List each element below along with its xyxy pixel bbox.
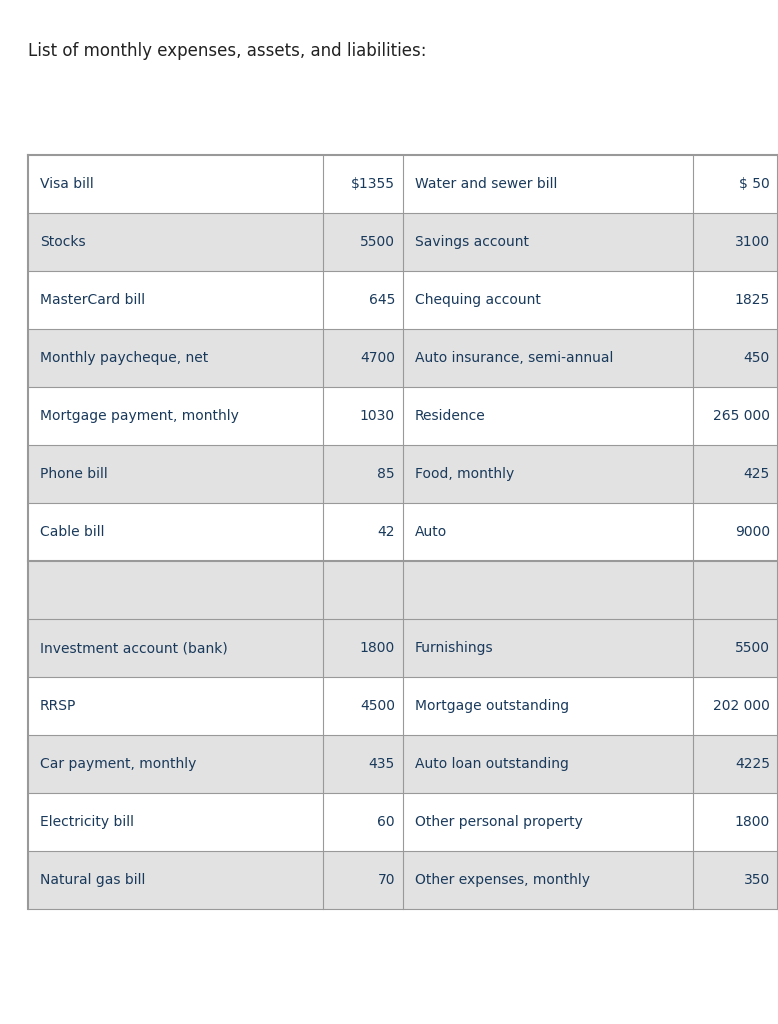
Text: $ 50: $ 50 — [739, 177, 770, 191]
Text: Auto insurance, semi-annual: Auto insurance, semi-annual — [415, 351, 613, 365]
Text: Phone bill: Phone bill — [40, 467, 107, 481]
Text: 265 000: 265 000 — [713, 409, 770, 423]
Text: 5500: 5500 — [735, 641, 770, 655]
Text: 3100: 3100 — [735, 234, 770, 249]
Bar — [28, 851, 778, 909]
Text: 645: 645 — [369, 293, 395, 307]
Bar — [28, 271, 778, 329]
Text: Savings account: Savings account — [415, 234, 529, 249]
Text: Other personal property: Other personal property — [415, 815, 583, 829]
Text: 1825: 1825 — [734, 293, 770, 307]
Text: Cable bill: Cable bill — [40, 525, 104, 539]
Text: Furnishings: Furnishings — [415, 641, 493, 655]
Text: 4700: 4700 — [360, 351, 395, 365]
Text: $1355: $1355 — [351, 177, 395, 191]
Text: Investment account (bank): Investment account (bank) — [40, 641, 228, 655]
Text: 425: 425 — [744, 467, 770, 481]
Text: Mortgage outstanding: Mortgage outstanding — [415, 699, 569, 713]
Text: 1800: 1800 — [734, 815, 770, 829]
Text: 435: 435 — [369, 757, 395, 771]
Text: 1030: 1030 — [360, 409, 395, 423]
Text: 42: 42 — [377, 525, 395, 539]
Text: Food, monthly: Food, monthly — [415, 467, 514, 481]
Text: Residence: Residence — [415, 409, 485, 423]
Bar — [28, 387, 778, 445]
Text: RRSP: RRSP — [40, 699, 76, 713]
Bar — [28, 329, 778, 387]
Bar — [28, 213, 778, 271]
Bar — [28, 503, 778, 561]
Bar — [28, 677, 778, 735]
Text: Auto loan outstanding: Auto loan outstanding — [415, 757, 569, 771]
Text: 202 000: 202 000 — [713, 699, 770, 713]
Text: 85: 85 — [377, 467, 395, 481]
Text: Monthly paycheque, net: Monthly paycheque, net — [40, 351, 209, 365]
Bar — [28, 618, 778, 677]
Text: Water and sewer bill: Water and sewer bill — [415, 177, 557, 191]
Bar — [28, 561, 778, 618]
Text: Mortgage payment, monthly: Mortgage payment, monthly — [40, 409, 239, 423]
Bar — [28, 445, 778, 503]
Text: 350: 350 — [744, 873, 770, 887]
Text: 60: 60 — [377, 815, 395, 829]
Text: Electricity bill: Electricity bill — [40, 815, 134, 829]
Text: 4500: 4500 — [360, 699, 395, 713]
Text: 9000: 9000 — [735, 525, 770, 539]
Text: Car payment, monthly: Car payment, monthly — [40, 757, 196, 771]
Text: 450: 450 — [744, 351, 770, 365]
Bar — [28, 735, 778, 793]
Text: Stocks: Stocks — [40, 234, 86, 249]
Text: 70: 70 — [377, 873, 395, 887]
Text: 1800: 1800 — [359, 641, 395, 655]
Text: Visa bill: Visa bill — [40, 177, 94, 191]
Bar — [28, 793, 778, 851]
Text: Auto: Auto — [415, 525, 447, 539]
Text: 5500: 5500 — [360, 234, 395, 249]
Bar — [28, 155, 778, 213]
Text: 4225: 4225 — [735, 757, 770, 771]
Text: List of monthly expenses, assets, and liabilities:: List of monthly expenses, assets, and li… — [28, 42, 426, 60]
Text: Chequing account: Chequing account — [415, 293, 541, 307]
Text: Other expenses, monthly: Other expenses, monthly — [415, 873, 590, 887]
Text: Natural gas bill: Natural gas bill — [40, 873, 145, 887]
Text: MasterCard bill: MasterCard bill — [40, 293, 145, 307]
